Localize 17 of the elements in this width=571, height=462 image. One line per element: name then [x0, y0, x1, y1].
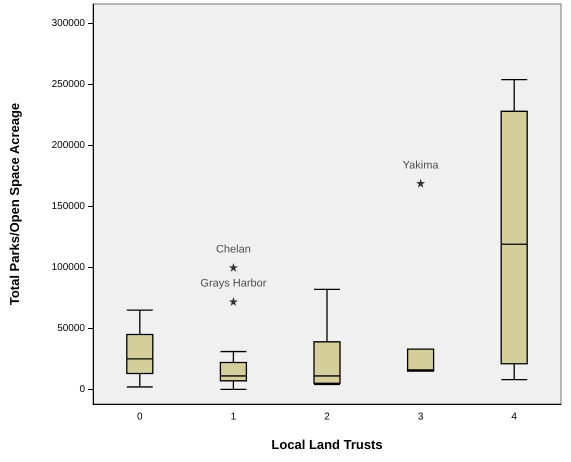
y-tick-label: 100000 — [52, 262, 86, 273]
x-tick-label: 0 — [137, 412, 144, 422]
annotation: Yakima — [402, 159, 440, 172]
y-axis-title: Total Parks/Open Space Acreage — [7, 102, 22, 306]
y-tick-label: 200000 — [52, 140, 86, 151]
x-tick-label: 2 — [324, 412, 330, 422]
y-tick-label: 300000 — [52, 18, 86, 30]
y-tick-label: 150000 — [52, 200, 86, 212]
y-tick-label: 0 — [79, 384, 86, 395]
annotation: Chelan — [216, 243, 251, 256]
y-tick-label: 250000 — [52, 78, 86, 90]
annotation: Grays Harbor — [200, 278, 267, 290]
x-tick-label: 1 — [230, 412, 237, 422]
y-tick-label: 50000 — [57, 322, 86, 334]
x-axis-title: Local Land Trusts — [271, 437, 383, 452]
x-tick-label: 4 — [511, 412, 518, 422]
x-tick-label: 3 — [418, 412, 424, 422]
